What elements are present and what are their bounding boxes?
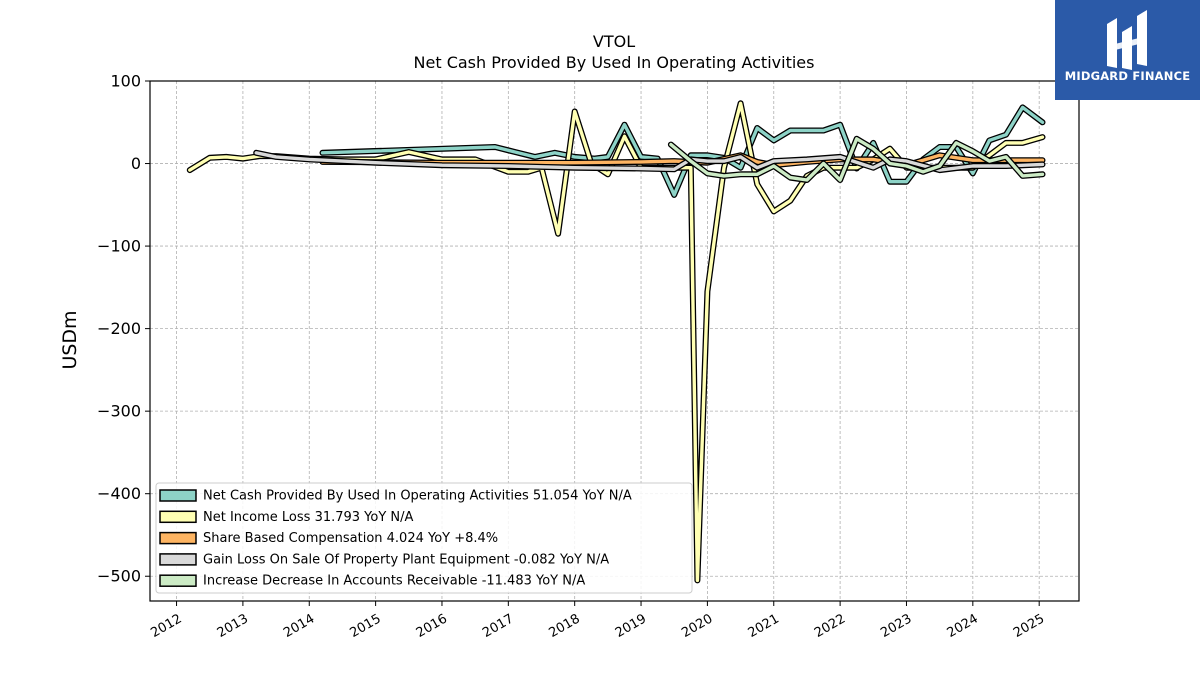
x-tick-label: 2016 [414, 611, 450, 641]
x-tick-label: 2021 [746, 611, 782, 641]
y-tick-label: −400 [97, 484, 141, 503]
y-tick-label: −300 [97, 402, 141, 421]
y-tick-label: 100 [110, 72, 141, 91]
x-tick-label: 2025 [1011, 611, 1047, 641]
legend-swatch-4 [159, 574, 197, 587]
x-tick-label: 2024 [945, 611, 981, 641]
series-layer [186, 100, 1046, 584]
y-tick-label: −100 [97, 237, 141, 256]
x-tick-label: 2013 [215, 611, 251, 641]
x-tick-label: 2014 [281, 611, 317, 641]
legend-box [155, 482, 693, 594]
midgard-finance-logo: MIDGARD FINANCE [1055, 0, 1200, 100]
y-axis-label: USDm [59, 310, 81, 369]
y-tick-label: 0 [131, 154, 141, 173]
legend-swatch-3 [159, 553, 197, 566]
legend-swatch-0 [159, 489, 197, 502]
series-line-3 [254, 151, 1045, 172]
y-ticks: 100 0 −100 −200 −300 −400 −500 [97, 72, 150, 586]
legend-swatch-2 [159, 531, 197, 545]
x-tick-label: 2023 [878, 611, 914, 641]
y-tick-label: −200 [97, 319, 141, 338]
series-line-0 [320, 105, 1045, 197]
legend-entry-1: Net Income Loss 31.793 YoY N/A [203, 510, 414, 525]
plot-frame [149, 80, 1080, 602]
x-tick-label: 2020 [679, 611, 715, 641]
x-ticks: 2012 2013 2014 2015 2016 2017 2018 2019 2020 2021… [148, 601, 1047, 641]
x-tick-label: 2017 [480, 611, 516, 641]
legend-entry-4: Increase Decrease In Accounts Receivable… [203, 574, 585, 589]
chart-title: VTOL [593, 32, 635, 51]
chart-subtitle: Net Cash Provided By Used In Operating A… [414, 53, 815, 72]
x-tick-label: 2018 [547, 611, 583, 641]
legend: Net Cash Provided By Used In Operating A… [155, 482, 693, 594]
x-tick-label: 2012 [148, 611, 184, 641]
x-tick-label: 2022 [812, 611, 848, 641]
logo-text: MIDGARD FINANCE [1064, 69, 1191, 83]
logo-mark-icon [1107, 10, 1147, 70]
legend-entry-3: Gain Loss On Sale Of Property Plant Equi… [203, 552, 609, 567]
legend-swatch-1 [159, 510, 197, 524]
series-line-4 [669, 137, 1045, 182]
legend-entry-0: Net Cash Provided By Used In Operating A… [203, 489, 632, 504]
y-tick-label: −500 [97, 567, 141, 586]
legend-entry-2: Share Based Compensation 4.024 YoY +8.4% [203, 531, 498, 546]
x-tick-label: 2015 [347, 611, 383, 641]
x-tick-label: 2019 [613, 611, 649, 641]
